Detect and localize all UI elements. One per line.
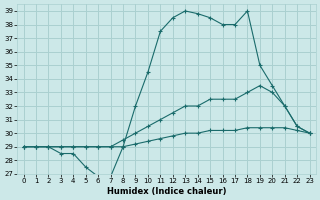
X-axis label: Humidex (Indice chaleur): Humidex (Indice chaleur) (107, 187, 226, 196)
